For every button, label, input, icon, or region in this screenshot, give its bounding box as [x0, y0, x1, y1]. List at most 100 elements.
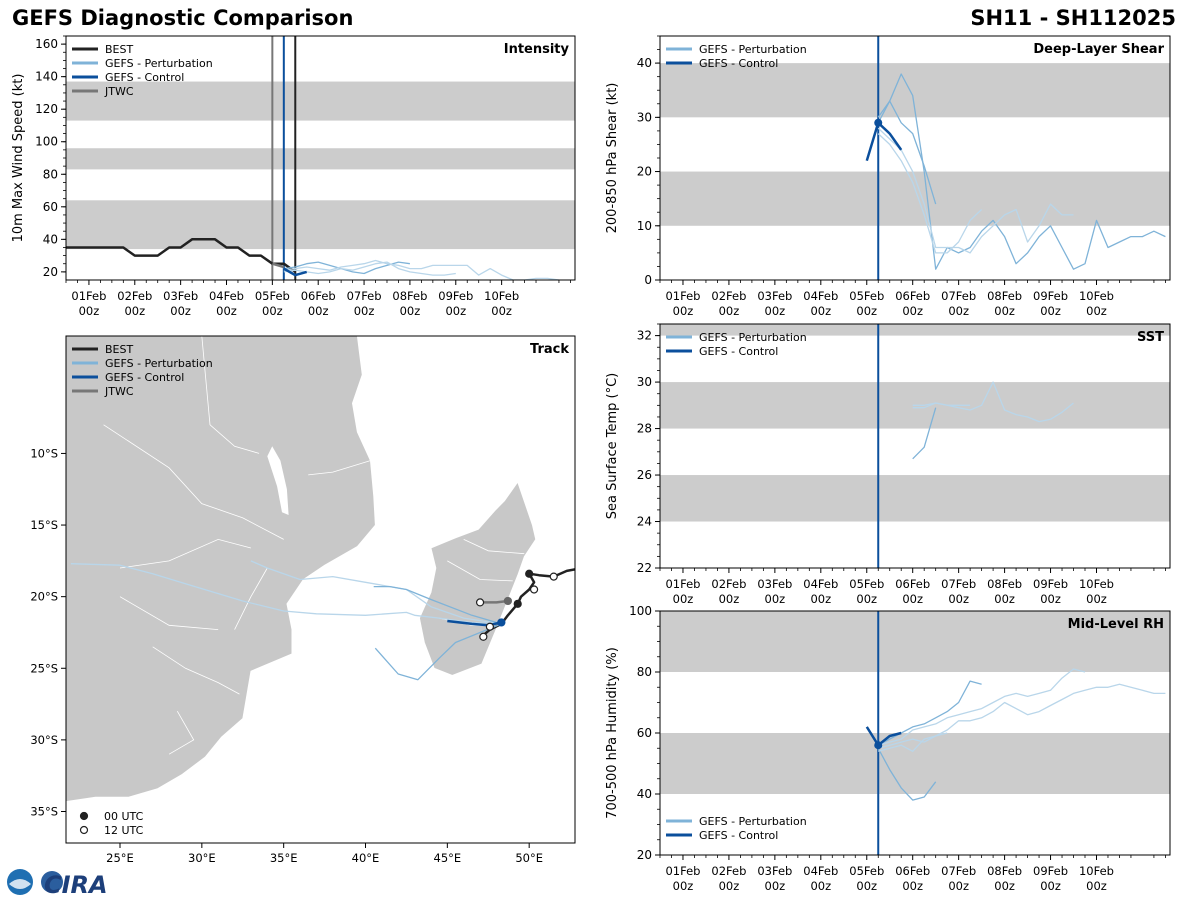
intensity-xtick-label-hour: 00z	[79, 304, 100, 318]
sst-xtick-label-hour: 00z	[1086, 592, 1107, 606]
country-border	[119, 538, 252, 569]
rh-xtick-label-day: 01Feb	[665, 864, 700, 878]
sst-ytick-label: 24	[637, 515, 652, 529]
intensity-panel: 2040608010012014016001Feb00z02Feb00z03Fe…	[11, 35, 576, 318]
rh-xtick-label-day: 10Feb	[1079, 864, 1114, 878]
rh-plot-area	[660, 611, 1170, 855]
shear-xtick-label-hour: 00z	[673, 304, 694, 318]
intensity-xtick-label-day: 08Feb	[392, 289, 427, 303]
rh-xtick-label-hour: 00z	[673, 879, 694, 893]
shear-ytick-label: 30	[637, 110, 652, 124]
intensity-threshold-band	[66, 148, 575, 170]
intensity-legend-label: JTWC	[104, 85, 134, 98]
cira-globe-icon	[41, 871, 63, 893]
track-series-pert_light	[250, 560, 502, 625]
madagascar-landmass	[419, 481, 537, 676]
lake-malawi	[267, 446, 289, 515]
country-border	[234, 567, 268, 630]
shear-legend-label: GEFS - Perturbation	[699, 43, 807, 56]
shear-xtick-label-day: 02Feb	[711, 289, 746, 303]
cira-logo: CIRA	[4, 864, 114, 900]
shear-xtick-label-hour: 00z	[765, 304, 786, 318]
intensity-ylabel: 10m Max Wind Speed (kt)	[11, 74, 26, 243]
sst-ytick-label: 30	[637, 375, 652, 389]
country-border	[103, 424, 284, 540]
track-ytick-label: 15°S	[30, 518, 58, 532]
shear-title: Deep-Layer Shear	[1033, 42, 1164, 57]
intensity-xtick-label-hour: 00z	[308, 304, 329, 318]
track-position-marker	[549, 572, 558, 581]
shear-series-pert_light	[877, 127, 1074, 254]
sst-xtick-label-day: 03Feb	[757, 577, 792, 591]
shear-xtick-label-day: 06Feb	[895, 289, 930, 303]
sst-threshold-band	[660, 475, 1170, 522]
rh-xtick-label-hour: 00z	[1086, 879, 1107, 893]
sst-xtick-label-day: 09Feb	[1033, 577, 1068, 591]
track-position-marker	[475, 598, 485, 607]
shear-xtick-label-hour: 00z	[994, 304, 1015, 318]
sst-xtick-label-hour: 00z	[856, 592, 877, 606]
intensity-xtick-label-hour: 00z	[445, 304, 466, 318]
sst-series-pert_light	[912, 402, 971, 406]
sst-plot-area	[660, 324, 1170, 568]
rh-xtick-label-hour: 00z	[902, 879, 923, 893]
track-series-control	[447, 619, 502, 627]
rh-xtick-label-day: 06Feb	[895, 864, 930, 878]
track-legend-label: JTWC	[104, 385, 134, 398]
rh-series-pert_light	[878, 683, 1166, 749]
rh-ytick-label: 40	[637, 787, 652, 801]
rh-xtick-label-hour: 00z	[719, 879, 740, 893]
intensity-threshold-band	[66, 81, 575, 121]
rh-xtick-label-day: 04Feb	[803, 864, 838, 878]
country-border	[447, 560, 513, 582]
intensity-xtick-label-day: 07Feb	[347, 289, 382, 303]
sst-xtick-label-day: 08Feb	[987, 577, 1022, 591]
sst-ytick-label: 26	[637, 468, 652, 482]
shear-ytick-label: 0	[644, 273, 652, 287]
track-position-marker	[479, 632, 488, 641]
shear-series-control	[865, 121, 903, 162]
rh-xtick-label-day: 02Feb	[711, 864, 746, 878]
rh-threshold-band	[660, 611, 1170, 672]
intensity-xtick-label-day: 02Feb	[117, 289, 152, 303]
track-xtick-label: 35°E	[270, 851, 298, 865]
shear-xtick-label-hour: 00z	[719, 304, 740, 318]
shear-series-pert	[877, 100, 937, 205]
track-series-pert	[373, 585, 502, 625]
shear-xtick-label-day: 07Feb	[941, 289, 976, 303]
rh-xtick-label-hour: 00z	[810, 879, 831, 893]
sst-xtick-label-day: 06Feb	[895, 577, 930, 591]
intensity-xtick-label-hour: 00z	[400, 304, 421, 318]
intensity-series-pert	[283, 261, 410, 275]
rh-xtick-label-hour: 00z	[948, 879, 969, 893]
sst-frame	[659, 323, 1171, 569]
sst-xtick-label-day: 04Feb	[803, 577, 838, 591]
rh-xtick-label-day: 08Feb	[987, 864, 1022, 878]
intensity-legend-label: BEST	[105, 43, 133, 56]
shear-xtick-label-day: 05Feb	[849, 289, 884, 303]
rh-series-control	[865, 726, 902, 747]
sst-xtick-label-hour: 00z	[719, 592, 740, 606]
rh-xtick-label-day: 07Feb	[941, 864, 976, 878]
shear-ytick-label: 20	[637, 165, 652, 179]
track-ytick-label: 20°S	[30, 590, 58, 604]
rh-xtick-label-hour: 00z	[1040, 879, 1061, 893]
storm-id-label: SH11 - SH112025	[970, 6, 1176, 30]
intensity-threshold-band	[66, 200, 575, 250]
track-position-marker	[485, 622, 494, 631]
track-xtick-label: 40°E	[352, 851, 380, 865]
intensity-legend-label: GEFS - Control	[105, 71, 184, 84]
intensity-title: Intensity	[504, 42, 570, 57]
shear-plot-area	[660, 36, 1170, 280]
sst-ytick-label: 28	[637, 422, 652, 436]
track-position-marker	[503, 596, 512, 606]
rh-frame	[659, 610, 1171, 856]
intensity-xtick-label-hour: 00z	[170, 304, 191, 318]
rh-ytick-label: 100	[629, 604, 652, 618]
sst-xtick-label-day: 10Feb	[1079, 577, 1114, 591]
track-frame	[65, 335, 576, 844]
shear-panel: 01020304001Feb00z02Feb00z03Feb00z04Feb00…	[605, 35, 1171, 318]
intensity-xtick-label-hour: 00z	[262, 304, 283, 318]
figure-title: GEFS Diagnostic Comparison	[12, 6, 354, 30]
